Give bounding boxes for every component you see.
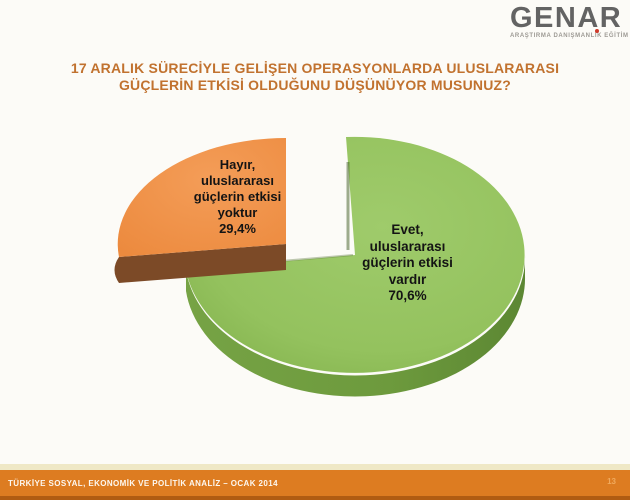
footer-page-number: 13 <box>607 477 616 486</box>
footer-accent-strip <box>0 464 630 470</box>
pie-label-no: Hayır, uluslararası güçlerin etkisi yokt… <box>150 157 325 237</box>
page-title: 17 ARALIK SÜRECİYLE GELİŞEN OPERASYONLAR… <box>20 60 610 94</box>
logo-wordmark: GENAR <box>510 2 623 34</box>
label-value: 29,4% <box>219 221 256 236</box>
label-line: Evet, <box>391 222 424 237</box>
label-line: güçlerin etkisi <box>193 189 282 204</box>
label-value: 70,6% <box>388 288 427 303</box>
label-line: uluslararası <box>201 173 274 188</box>
logo-tagline: ARAŞTIRMA DANIŞMANLIK EĞİTİM <box>510 33 629 39</box>
title-line-1: 17 ARALIK SÜRECİYLE GELİŞEN OPERASYONLAR… <box>70 60 560 76</box>
logo: GENAR ARAŞTIRMA DANIŞMANLIK EĞİTİM <box>510 2 629 40</box>
title-line-2: GÜÇLERİN ETKİSİ OLDUĞUNU DÜŞÜNÜYOR MUSUN… <box>118 77 512 93</box>
label-line: Hayır, <box>219 157 256 172</box>
footer: TÜRKİYE SOSYAL, EKONOMİK VE POLİTİK ANAL… <box>0 464 630 500</box>
footer-bar: TÜRKİYE SOSYAL, EKONOMİK VE POLİTİK ANAL… <box>0 470 630 496</box>
pie-slice-no-side <box>114 244 286 283</box>
label-line: güçlerin etkisi <box>362 255 453 270</box>
label-line: uluslararası <box>369 238 446 254</box>
pie-label-yes: Evet, uluslararası güçlerin etkisi vardı… <box>320 222 495 305</box>
label-line: vardır <box>388 271 427 287</box>
pie-slice-yes-side <box>186 255 526 397</box>
logo-dot-icon <box>595 29 599 33</box>
pie-slice-yes-top <box>186 136 525 373</box>
label-line: yoktur <box>217 205 258 220</box>
footer-base-strip <box>0 496 630 500</box>
footer-text: TÜRKİYE SOSYAL, EKONOMİK VE POLİTİK ANAL… <box>8 478 278 488</box>
pie-slice-no-top <box>117 137 286 257</box>
